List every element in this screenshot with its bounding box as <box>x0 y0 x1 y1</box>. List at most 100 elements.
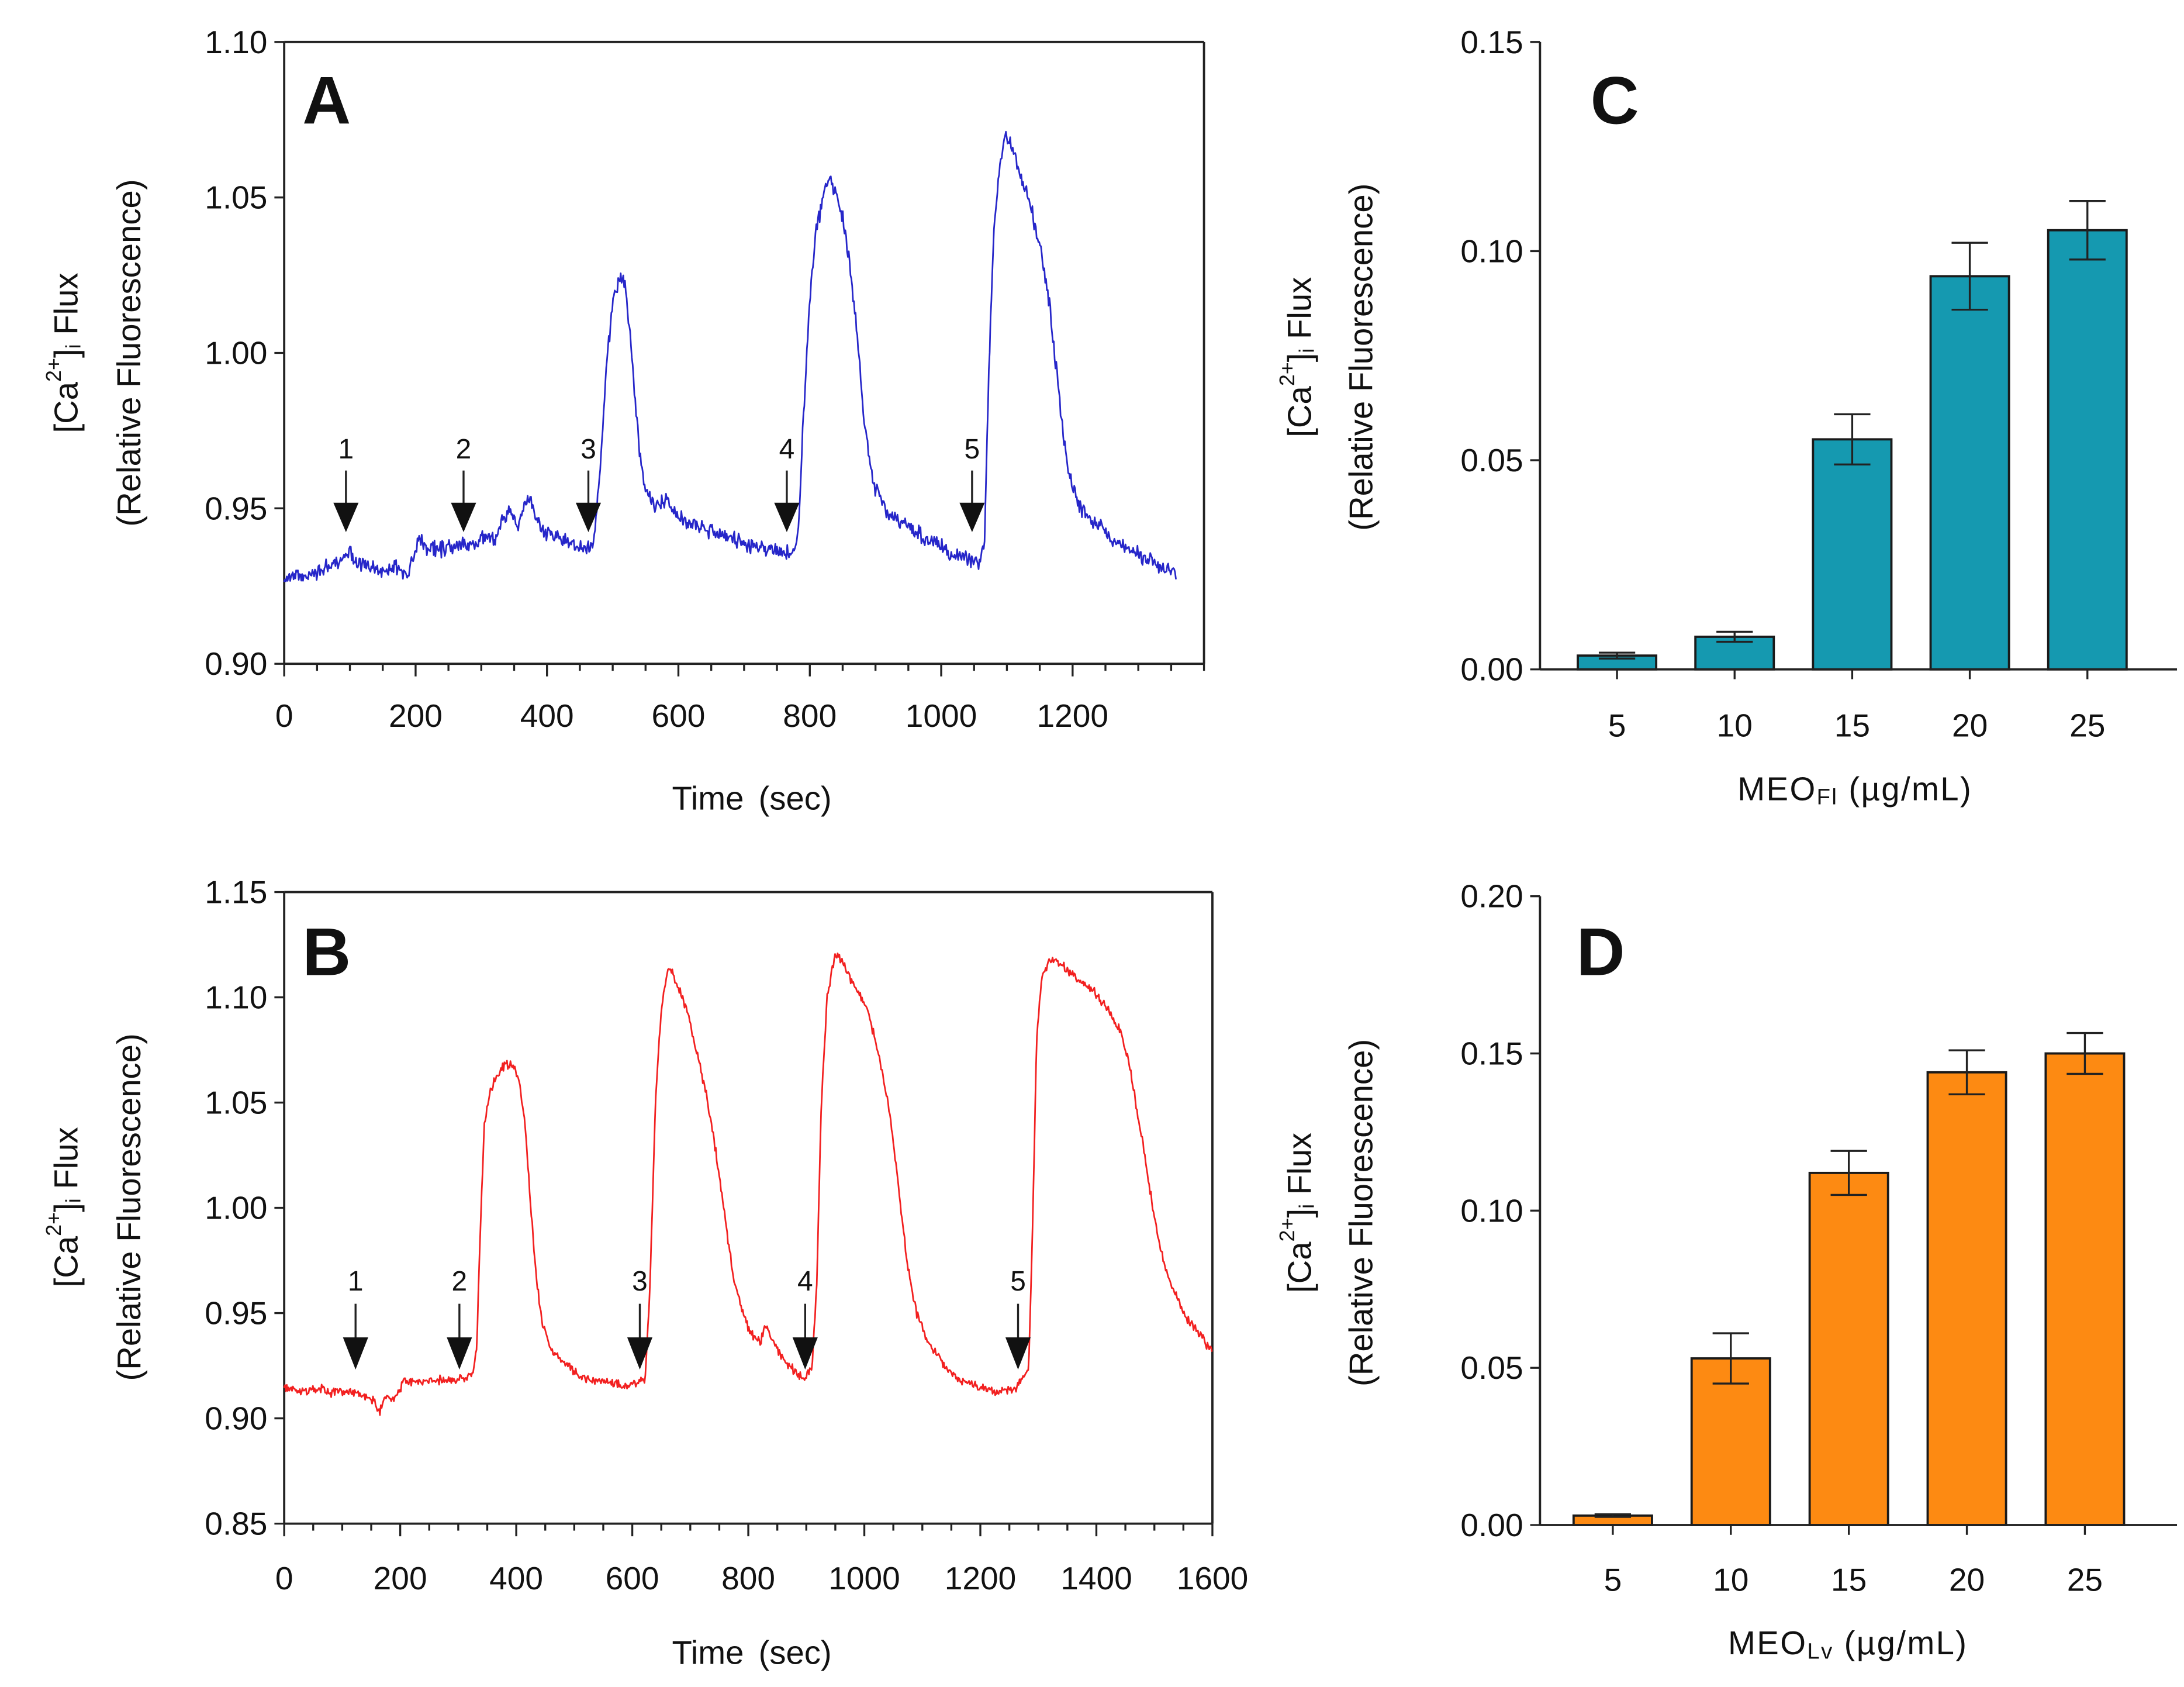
x-axis-title-subscript: Fl <box>1817 784 1839 809</box>
x-tick-label-a-400: 400 <box>520 698 574 734</box>
x-tick-label-b-1000: 1000 <box>828 1560 900 1596</box>
x-tick-label-a-600: 600 <box>652 698 706 734</box>
panel-letter-d: D <box>1577 915 1625 990</box>
x-tick-label-a-1000: 1000 <box>906 698 977 734</box>
x-tick-label-b-1600: 1600 <box>1177 1560 1249 1596</box>
stimulus-arrow-label: 5 <box>965 434 980 465</box>
y-tick-label-c-0.10: 0.10 <box>1460 233 1523 269</box>
stimulus-arrow-a-5: 5 <box>959 434 985 533</box>
stimulus-arrow-head <box>333 502 359 533</box>
stimulus-arrow-label: 4 <box>797 1266 813 1297</box>
stimulus-arrow-head <box>575 502 602 533</box>
y-axis-title-sub: i <box>61 1198 85 1203</box>
x-tick-label-d-25: 25 <box>2067 1561 2103 1598</box>
stimulus-arrow-label: 3 <box>632 1266 648 1297</box>
y-axis-title-line1-a: [Ca2+]i Flux <box>42 272 85 433</box>
x-tick-label-b-400: 400 <box>489 1560 543 1596</box>
y-axis-title-sup: 2+ <box>1274 362 1298 386</box>
y-axis-title-prefix: [Ca <box>1281 385 1318 437</box>
x-axis-title-d: MEOLv (µg/mL) <box>1728 1624 1968 1664</box>
stimulus-arrow-label: 1 <box>348 1266 364 1297</box>
y-tick-label-d-0.10: 0.10 <box>1460 1192 1523 1229</box>
y-tick-label-d-0.00: 0.00 <box>1460 1507 1523 1543</box>
y-axis-title-line2-a: (Relative Fluorescence) <box>110 179 147 526</box>
bar-d-15 <box>1808 1171 1889 1526</box>
x-tick-label-b-1200: 1200 <box>945 1560 1017 1596</box>
y-axis-title-sup: 2+ <box>42 358 65 382</box>
y-axis-title-prefix: [Ca <box>1281 1241 1318 1293</box>
stimulus-arrow-b-3: 3 <box>627 1266 653 1370</box>
y-axis-title-line1-c: [Ca2+]i Flux <box>1274 277 1318 437</box>
x-axis-title-prefix: MEO <box>1737 770 1816 807</box>
stimulus-arrow-label: 1 <box>338 434 354 465</box>
y-axis-title-mid: ] <box>47 1203 84 1212</box>
x-axis-title-suffix: (µg/mL) <box>1834 1624 1968 1661</box>
x-tick-label-c-10: 10 <box>1717 708 1753 744</box>
calcium-trace-line-a <box>283 130 1177 582</box>
bar-d-10 <box>1690 1357 1771 1526</box>
y-axis-title-suffix: Flux <box>47 272 84 344</box>
panel-c-dose-response-bar-chart: 5 10 15 20 25 0.00 0.05 0.10 0.15 MEOFl (µg/mL) [C… <box>1274 24 2178 809</box>
stimulus-arrow-a-3: 3 <box>575 434 602 533</box>
y-tick-label-c-0.05: 0.05 <box>1460 442 1523 478</box>
y-tick-label-b-0.85: 0.85 <box>205 1506 267 1542</box>
stimulus-arrow-head <box>792 1337 818 1370</box>
stimulus-arrow-a-1: 1 <box>333 434 359 533</box>
error-bar-c-25 <box>2069 199 2106 261</box>
y-tick-label-a-0.90: 0.90 <box>205 646 267 682</box>
y-axis-title-suffix: Flux <box>1281 1133 1318 1204</box>
panel-letter-a: A <box>302 63 351 138</box>
y-tick-label-b-1.15: 1.15 <box>205 874 267 910</box>
y-axis-title-suffix: Flux <box>47 1127 84 1198</box>
x-axis-title-subscript: Lv <box>1807 1638 1833 1664</box>
x-tick-label-a-200: 200 <box>389 698 443 734</box>
x-axis-title-a: Time (sec) <box>672 780 831 817</box>
bar-c-20 <box>1929 275 2010 671</box>
stimulus-arrow-a-4: 4 <box>774 434 800 533</box>
error-bar-c-15 <box>1834 413 1871 465</box>
error-bar-d-20 <box>1948 1049 1985 1096</box>
stimulus-arrow-head <box>627 1337 653 1370</box>
y-axis-title-line2-c: (Relative Fluorescence) <box>1342 184 1379 531</box>
x-tick-label-b-1400: 1400 <box>1060 1560 1132 1596</box>
stimulus-arrow-head <box>447 1337 472 1370</box>
stimulus-arrow-label: 4 <box>779 434 795 465</box>
y-tick-label-b-1.05: 1.05 <box>205 1085 267 1121</box>
error-bar-d-25 <box>2066 1031 2103 1075</box>
stimulus-arrow-b-2: 2 <box>447 1266 472 1370</box>
y-axis-title-line2-b: (Relative Fluorescence) <box>110 1033 147 1381</box>
stimulus-arrow-label: 3 <box>580 434 596 465</box>
y-axis-title-sub: i <box>1294 1204 1318 1209</box>
stimulus-arrow-head <box>959 502 985 533</box>
x-tick-label-c-15: 15 <box>1834 708 1870 744</box>
y-tick-label-c-0.00: 0.00 <box>1460 651 1523 688</box>
x-tick-label-a-800: 800 <box>783 698 837 734</box>
panel-d-dose-response-bar-chart: 5 10 15 20 25 0.00 0.05 0.10 0.15 0.20 MEOLv (µg/m… <box>1274 878 2178 1664</box>
y-tick-label-d-0.20: 0.20 <box>1460 878 1523 915</box>
y-tick-label-b-1.10: 1.10 <box>205 979 267 1016</box>
y-tick-label-c-0.15: 0.15 <box>1460 24 1523 60</box>
panel-b-calcium-trace-chart: 0.85 0.90 0.95 1.00 1.05 1.10 1.15 0 200 400 600 80… <box>42 874 1249 1671</box>
y-axis-title-prefix: [Ca <box>47 1236 84 1287</box>
bar-c-25 <box>2047 229 2128 671</box>
stimulus-arrow-b-4: 4 <box>792 1266 818 1370</box>
x-tick-label-c-5: 5 <box>1608 708 1626 744</box>
y-tick-label-b-1.00: 1.00 <box>205 1190 267 1226</box>
stimulus-arrow-a-2: 2 <box>451 434 476 533</box>
x-tick-label-a-1200: 1200 <box>1037 698 1109 734</box>
stimulus-arrow-label: 2 <box>456 434 472 465</box>
error-bar-d-10 <box>1712 1332 1749 1385</box>
y-axis-title-line1-d: [Ca2+]i Flux <box>1274 1133 1318 1293</box>
stimulus-arrow-b-5: 5 <box>1005 1266 1031 1370</box>
x-tick-label-d-5: 5 <box>1604 1561 1622 1598</box>
x-tick-label-c-20: 20 <box>1952 708 1988 744</box>
calcium-trace-line-b <box>283 953 1213 1416</box>
y-axis-title-sup: 2+ <box>1274 1217 1298 1241</box>
error-bar-c-5 <box>1598 651 1636 660</box>
y-tick-label-b-0.90: 0.90 <box>205 1400 267 1437</box>
y-axis-title-suffix: Flux <box>1281 277 1318 349</box>
y-tick-label-d-0.15: 0.15 <box>1460 1036 1523 1072</box>
y-axis-title-sup: 2+ <box>42 1212 65 1236</box>
x-tick-label-b-600: 600 <box>606 1560 659 1596</box>
